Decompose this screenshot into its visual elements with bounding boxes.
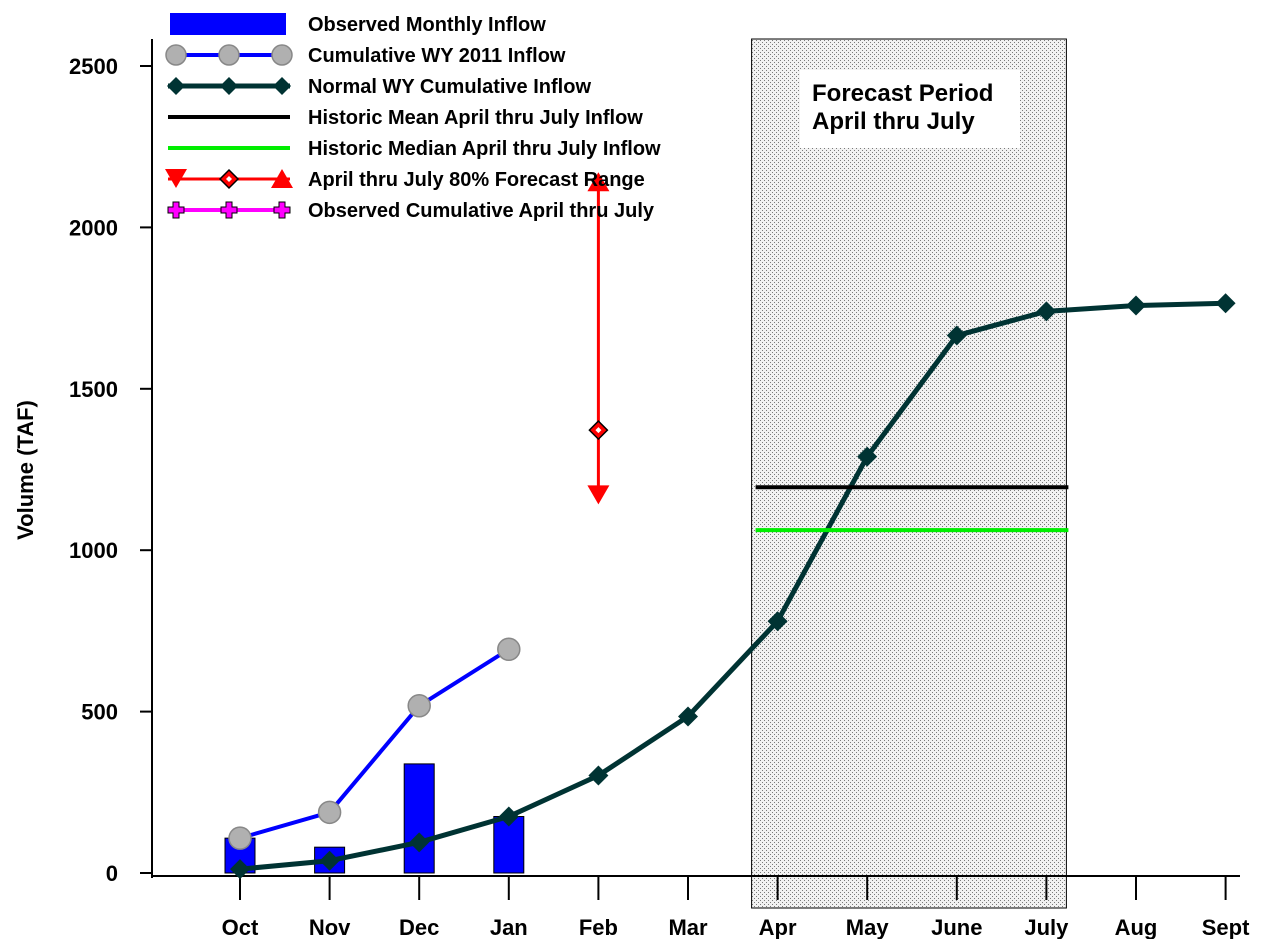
series-point-2 xyxy=(319,850,340,871)
legend-swatch-low xyxy=(165,169,187,188)
legend-swatch-marker xyxy=(273,201,291,219)
legend-label: Cumulative WY 2011 Inflow xyxy=(308,45,566,67)
series-point-1 xyxy=(228,826,252,850)
forecast-range-high xyxy=(587,172,610,192)
legend-swatch-marker xyxy=(165,44,187,66)
legend-item-5: April thru July 80% Forecast Range xyxy=(165,168,645,191)
legend-swatch-marker xyxy=(167,201,185,219)
y-tick-label: 1500 xyxy=(69,377,118,402)
legend-item-1: Cumulative WY 2011 Inflow xyxy=(165,44,566,67)
x-tick-label: Mar xyxy=(668,915,708,939)
series-point-1 xyxy=(317,800,342,825)
forecast-range-mid xyxy=(588,420,609,441)
x-tick-label: Aug xyxy=(1115,915,1158,939)
series-point-2 xyxy=(409,832,430,853)
series-point-2 xyxy=(857,446,878,467)
legend-item-0: Observed Monthly Inflow xyxy=(170,13,546,36)
x-tick-label: Apr xyxy=(759,915,797,939)
series-point-2 xyxy=(1036,301,1057,322)
legend-swatch-marker xyxy=(218,44,240,66)
y-tick-label: 2000 xyxy=(69,215,118,240)
x-tick-label: May xyxy=(846,915,890,939)
legend-swatch-marker xyxy=(220,77,238,95)
forecast-range-mid-inner xyxy=(595,427,602,434)
y-tick-label: 2500 xyxy=(69,54,118,79)
forecast-range-low xyxy=(587,485,610,505)
legend-item-4: Historic Median April thru July Inflow xyxy=(168,138,661,160)
series-point-1 xyxy=(407,694,431,718)
x-tick-label: June xyxy=(931,915,982,939)
legend-label: Historic Mean April thru July Inflow xyxy=(308,107,643,129)
x-tick-label: Dec xyxy=(399,915,439,939)
x-tick-label: Feb xyxy=(579,915,618,939)
x-tick-label: July xyxy=(1024,915,1069,939)
series-point-2 xyxy=(678,706,698,727)
series-point-2 xyxy=(946,325,967,346)
forecast-label-background xyxy=(800,70,1020,148)
legend-item-2: Normal WY Cumulative Inflow xyxy=(167,76,591,98)
x-tick-label: Nov xyxy=(309,915,351,939)
legend-swatch-marker xyxy=(271,44,293,66)
legend-swatch-marker xyxy=(167,77,185,95)
series-point-2 xyxy=(767,611,788,632)
forecast-period-region xyxy=(751,38,1067,909)
legend-label: Normal WY Cumulative Inflow xyxy=(308,76,591,98)
legend-swatch-high xyxy=(271,169,293,188)
x-tick-label: Jan xyxy=(490,915,528,939)
legend-swatch-marker xyxy=(220,201,238,219)
y-axis-title: Volume (TAF) xyxy=(13,400,38,540)
series-point-2 xyxy=(588,765,609,786)
legend-swatch-bar xyxy=(170,13,286,35)
observed-monthly-inflow-bar xyxy=(403,763,435,874)
series-point-2 xyxy=(1215,293,1236,314)
y-tick-label: 500 xyxy=(81,700,118,725)
series-point-1 xyxy=(497,637,521,662)
series-point-2 xyxy=(230,859,250,880)
legend-label: Observed Cumulative April thru July xyxy=(308,200,655,222)
legend-swatch-marker xyxy=(273,77,291,95)
series-point-2 xyxy=(1126,295,1146,316)
x-tick-label: Sept xyxy=(1202,915,1250,939)
legend-label: Historic Median April thru July Inflow xyxy=(308,138,661,160)
x-tick-label: Oct xyxy=(222,915,259,939)
series-line-1 xyxy=(239,647,510,841)
legend-item-6: Observed Cumulative April thru July xyxy=(167,200,655,222)
legend-swatch-mid xyxy=(218,168,240,190)
y-tick-label: 0 xyxy=(106,861,118,886)
legend-item-3: Historic Mean April thru July Inflow xyxy=(168,107,643,129)
y-tick-label: 1000 xyxy=(69,538,118,563)
series-line-2 xyxy=(239,300,1226,872)
forecast-label-line1: Forecast Period xyxy=(812,80,993,107)
legend-label: April thru July 80% Forecast Range xyxy=(308,169,645,191)
legend-label: Observed Monthly Inflow xyxy=(308,14,546,36)
series-point-2 xyxy=(498,806,519,827)
legend-swatch-mid-inner xyxy=(226,176,232,182)
forecast-label-line2: April thru July xyxy=(812,108,975,135)
